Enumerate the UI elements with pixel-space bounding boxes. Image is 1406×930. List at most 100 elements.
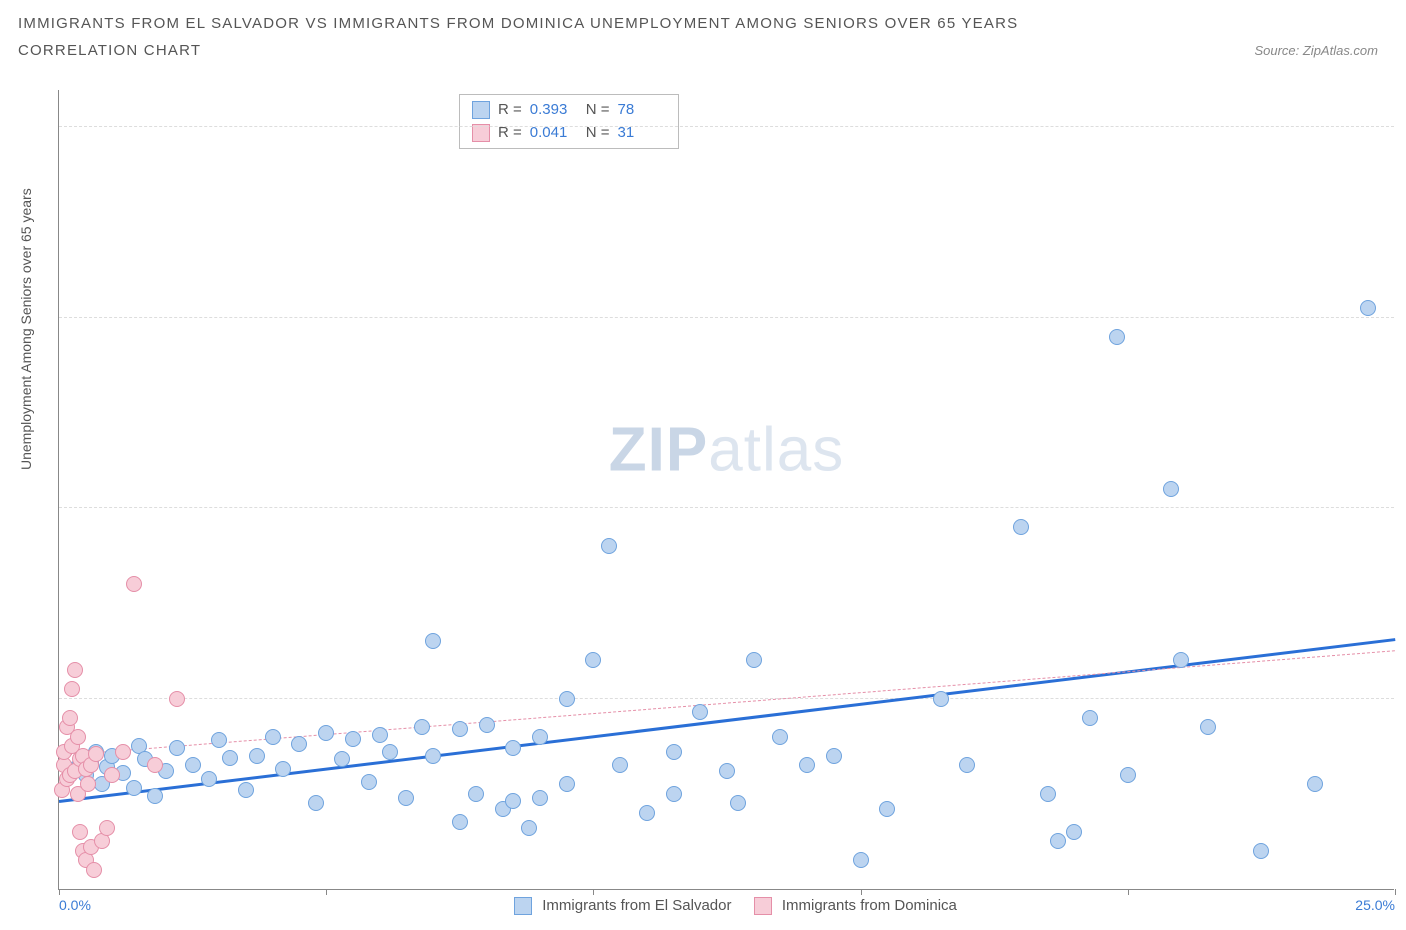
x-tick	[1395, 889, 1396, 895]
data-point	[318, 725, 334, 741]
data-point	[521, 820, 537, 836]
n-value-2: 31	[618, 122, 666, 145]
data-point	[414, 719, 430, 735]
gridline-h	[59, 698, 1394, 699]
subtitle-row: CORRELATION CHART Source: ZipAtlas.com	[18, 42, 1388, 59]
swatch-series1	[472, 101, 490, 119]
data-point	[115, 744, 131, 760]
title-block: IMMIGRANTS FROM EL SALVADOR VS IMMIGRANT…	[0, 0, 1406, 63]
n-label-2: N =	[586, 122, 610, 145]
data-point	[772, 729, 788, 745]
watermark-atlas: atlas	[708, 415, 844, 484]
data-point	[398, 790, 414, 806]
gridline-h	[59, 507, 1394, 508]
data-point	[169, 740, 185, 756]
data-point	[1163, 481, 1179, 497]
data-point	[730, 795, 746, 811]
x-tick-label: 25.0%	[1355, 897, 1395, 913]
data-point	[505, 740, 521, 756]
chart-title-line1: IMMIGRANTS FROM EL SALVADOR VS IMMIGRANT…	[18, 12, 1388, 36]
data-point	[1360, 300, 1376, 316]
data-point	[468, 786, 484, 802]
data-point	[692, 704, 708, 720]
data-point	[222, 750, 238, 766]
trend-line	[59, 650, 1395, 756]
data-point	[479, 717, 495, 733]
chart-title-line2: CORRELATION CHART	[18, 42, 201, 59]
data-point	[275, 761, 291, 777]
r-value-1: 0.393	[530, 99, 578, 122]
data-point	[67, 662, 83, 678]
gridline-h	[59, 126, 1394, 127]
data-point	[612, 757, 628, 773]
legend-swatch-2	[754, 897, 772, 915]
data-point	[126, 576, 142, 592]
data-point	[64, 681, 80, 697]
data-point	[826, 748, 842, 764]
data-point	[532, 790, 548, 806]
data-point	[99, 820, 115, 836]
data-point	[933, 691, 949, 707]
data-point	[585, 652, 601, 668]
data-point	[1173, 652, 1189, 668]
data-point	[126, 780, 142, 796]
data-point	[1066, 824, 1082, 840]
data-point	[746, 652, 762, 668]
data-point	[532, 729, 548, 745]
data-point	[1013, 519, 1029, 535]
data-point	[601, 538, 617, 554]
data-point	[719, 763, 735, 779]
legend-label-1: Immigrants from El Salvador	[542, 897, 731, 914]
x-tick	[59, 889, 60, 895]
data-point	[559, 691, 575, 707]
data-point	[639, 805, 655, 821]
data-point	[361, 774, 377, 790]
data-point	[666, 744, 682, 760]
source-attribution: Source: ZipAtlas.com	[1254, 43, 1388, 58]
data-point	[559, 776, 575, 792]
y-axis-label: Unemployment Among Seniors over 65 years	[18, 188, 34, 470]
data-point	[265, 729, 281, 745]
data-point	[72, 824, 88, 840]
x-tick	[1128, 889, 1129, 895]
data-point	[1050, 833, 1066, 849]
x-tick	[593, 889, 594, 895]
legend-swatch-1	[514, 897, 532, 915]
data-point	[382, 744, 398, 760]
r-label-1: R =	[498, 99, 522, 122]
data-point	[425, 633, 441, 649]
data-point	[1040, 786, 1056, 802]
source-name: ZipAtlas.com	[1303, 43, 1378, 58]
stats-legend-box: R = 0.393 N = 78 R = 0.041 N = 31	[459, 94, 679, 149]
data-point	[1253, 843, 1269, 859]
data-point	[666, 786, 682, 802]
r-value-2: 0.041	[530, 122, 578, 145]
watermark: ZIPatlas	[609, 414, 844, 485]
data-point	[1120, 767, 1136, 783]
data-point	[249, 748, 265, 764]
data-point	[62, 710, 78, 726]
data-point	[308, 795, 324, 811]
data-point	[452, 721, 468, 737]
data-point	[86, 862, 102, 878]
data-point	[80, 776, 96, 792]
data-point	[799, 757, 815, 773]
r-label-2: R =	[498, 122, 522, 145]
data-point	[291, 736, 307, 752]
data-point	[505, 793, 521, 809]
data-point	[238, 782, 254, 798]
data-point	[185, 757, 201, 773]
data-point	[88, 746, 104, 762]
data-point	[1307, 776, 1323, 792]
data-point	[147, 757, 163, 773]
n-label-1: N =	[586, 99, 610, 122]
x-tick	[861, 889, 862, 895]
data-point	[211, 732, 227, 748]
data-point	[70, 729, 86, 745]
gridline-h	[59, 317, 1394, 318]
data-point	[452, 814, 468, 830]
data-point	[372, 727, 388, 743]
data-point	[853, 852, 869, 868]
watermark-zip: ZIP	[609, 415, 708, 484]
data-point	[1200, 719, 1216, 735]
